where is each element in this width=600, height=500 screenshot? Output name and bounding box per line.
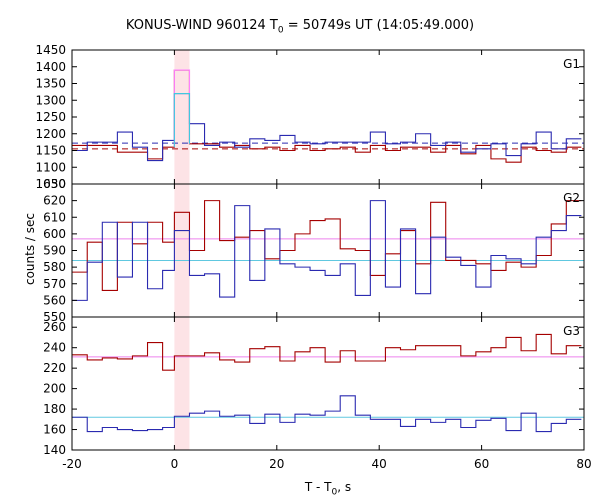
panel-1-y-tick-label-1150: 1150	[35, 144, 66, 158]
panel-3-frame	[71, 316, 585, 451]
x-axis-label: T - T0, s	[0, 480, 600, 497]
panel-1-y-tick-label-1300: 1300	[35, 93, 66, 107]
panel-2-label: G2	[563, 191, 580, 205]
panel-2-y-tick-label-560: 560	[43, 293, 66, 307]
x-tick-label-0: 0	[171, 457, 179, 471]
panel-3-y-tick-label-260: 260	[43, 320, 66, 334]
panel-1-y-tick-label-1200: 1200	[35, 127, 66, 141]
x-tick-label-40: 40	[372, 457, 387, 471]
panel-2-y-tick-label-600: 600	[43, 227, 66, 241]
panel-1-y-tick-label-1450: 1450	[35, 43, 66, 57]
panel-1-y-tick-label-1350: 1350	[35, 77, 66, 91]
panel-2-y-tick-label-580: 580	[43, 260, 66, 274]
panel-2-y-tick-label-550: 550	[43, 310, 66, 324]
x-axis-label-subscript: 0	[331, 487, 338, 498]
panel-1-series-4	[173, 93, 191, 148]
panel-1-y-tick-label-1050: 1050	[35, 177, 66, 191]
chart-title-text: KONUS-WIND 960124 T	[125, 18, 278, 33]
panel-3-y-tick-label-180: 180	[43, 402, 66, 416]
panel-3-y-tick-label-140: 140	[43, 443, 66, 457]
panel-2-frame	[71, 183, 585, 318]
panel-3-series-2	[72, 395, 582, 433]
panel-3-y-tick-label-220: 220	[43, 361, 66, 375]
y-axis-label: counts / sec	[23, 213, 37, 286]
panel-1-label: G1	[563, 57, 580, 71]
chart-title-rest: = 50749s UT (14:05:49.000)	[283, 18, 475, 33]
panel-2-y-tick-label-620: 620	[43, 194, 66, 208]
panel-3-y-tick-label-160: 160	[43, 423, 66, 437]
highlight-band	[174, 50, 190, 450]
panel-2-series-2	[72, 200, 582, 301]
panel-3-y-tick-label-200: 200	[43, 382, 66, 396]
chart-title: KONUS-WIND 960124 T0 = 50749s UT (14:05:…	[0, 18, 600, 36]
panel-2-y-tick-label-610: 610	[43, 210, 66, 224]
x-tick-label--20: -20	[62, 457, 82, 471]
panel-1-y-tick-label-1400: 1400	[35, 60, 66, 74]
chart-title-subscript: 0	[277, 25, 284, 36]
panel-1-frame	[71, 49, 585, 185]
panel-2-y-tick-label-630: 630	[43, 177, 66, 191]
panel-1-y-tick-label-1250: 1250	[35, 110, 66, 124]
x-axis-label-rest: , s	[337, 480, 352, 494]
panel-2-y-tick-label-570: 570	[43, 277, 66, 291]
panel-2-series-1	[72, 200, 582, 291]
panel-1-y-tick-label-1100: 1100	[35, 160, 66, 174]
panel-3-series-1	[72, 333, 582, 371]
panel-3-y-tick-label-240: 240	[43, 341, 66, 355]
panel-1-series-2	[72, 93, 582, 162]
x-tick-label-80: 80	[576, 457, 591, 471]
x-tick-label-60: 60	[474, 457, 489, 471]
panel-3-label: G3	[563, 324, 580, 338]
panel-2-y-tick-label-590: 590	[43, 244, 66, 258]
x-axis-label-text: T - T	[304, 480, 332, 494]
x-tick-label-20: 20	[269, 457, 284, 471]
